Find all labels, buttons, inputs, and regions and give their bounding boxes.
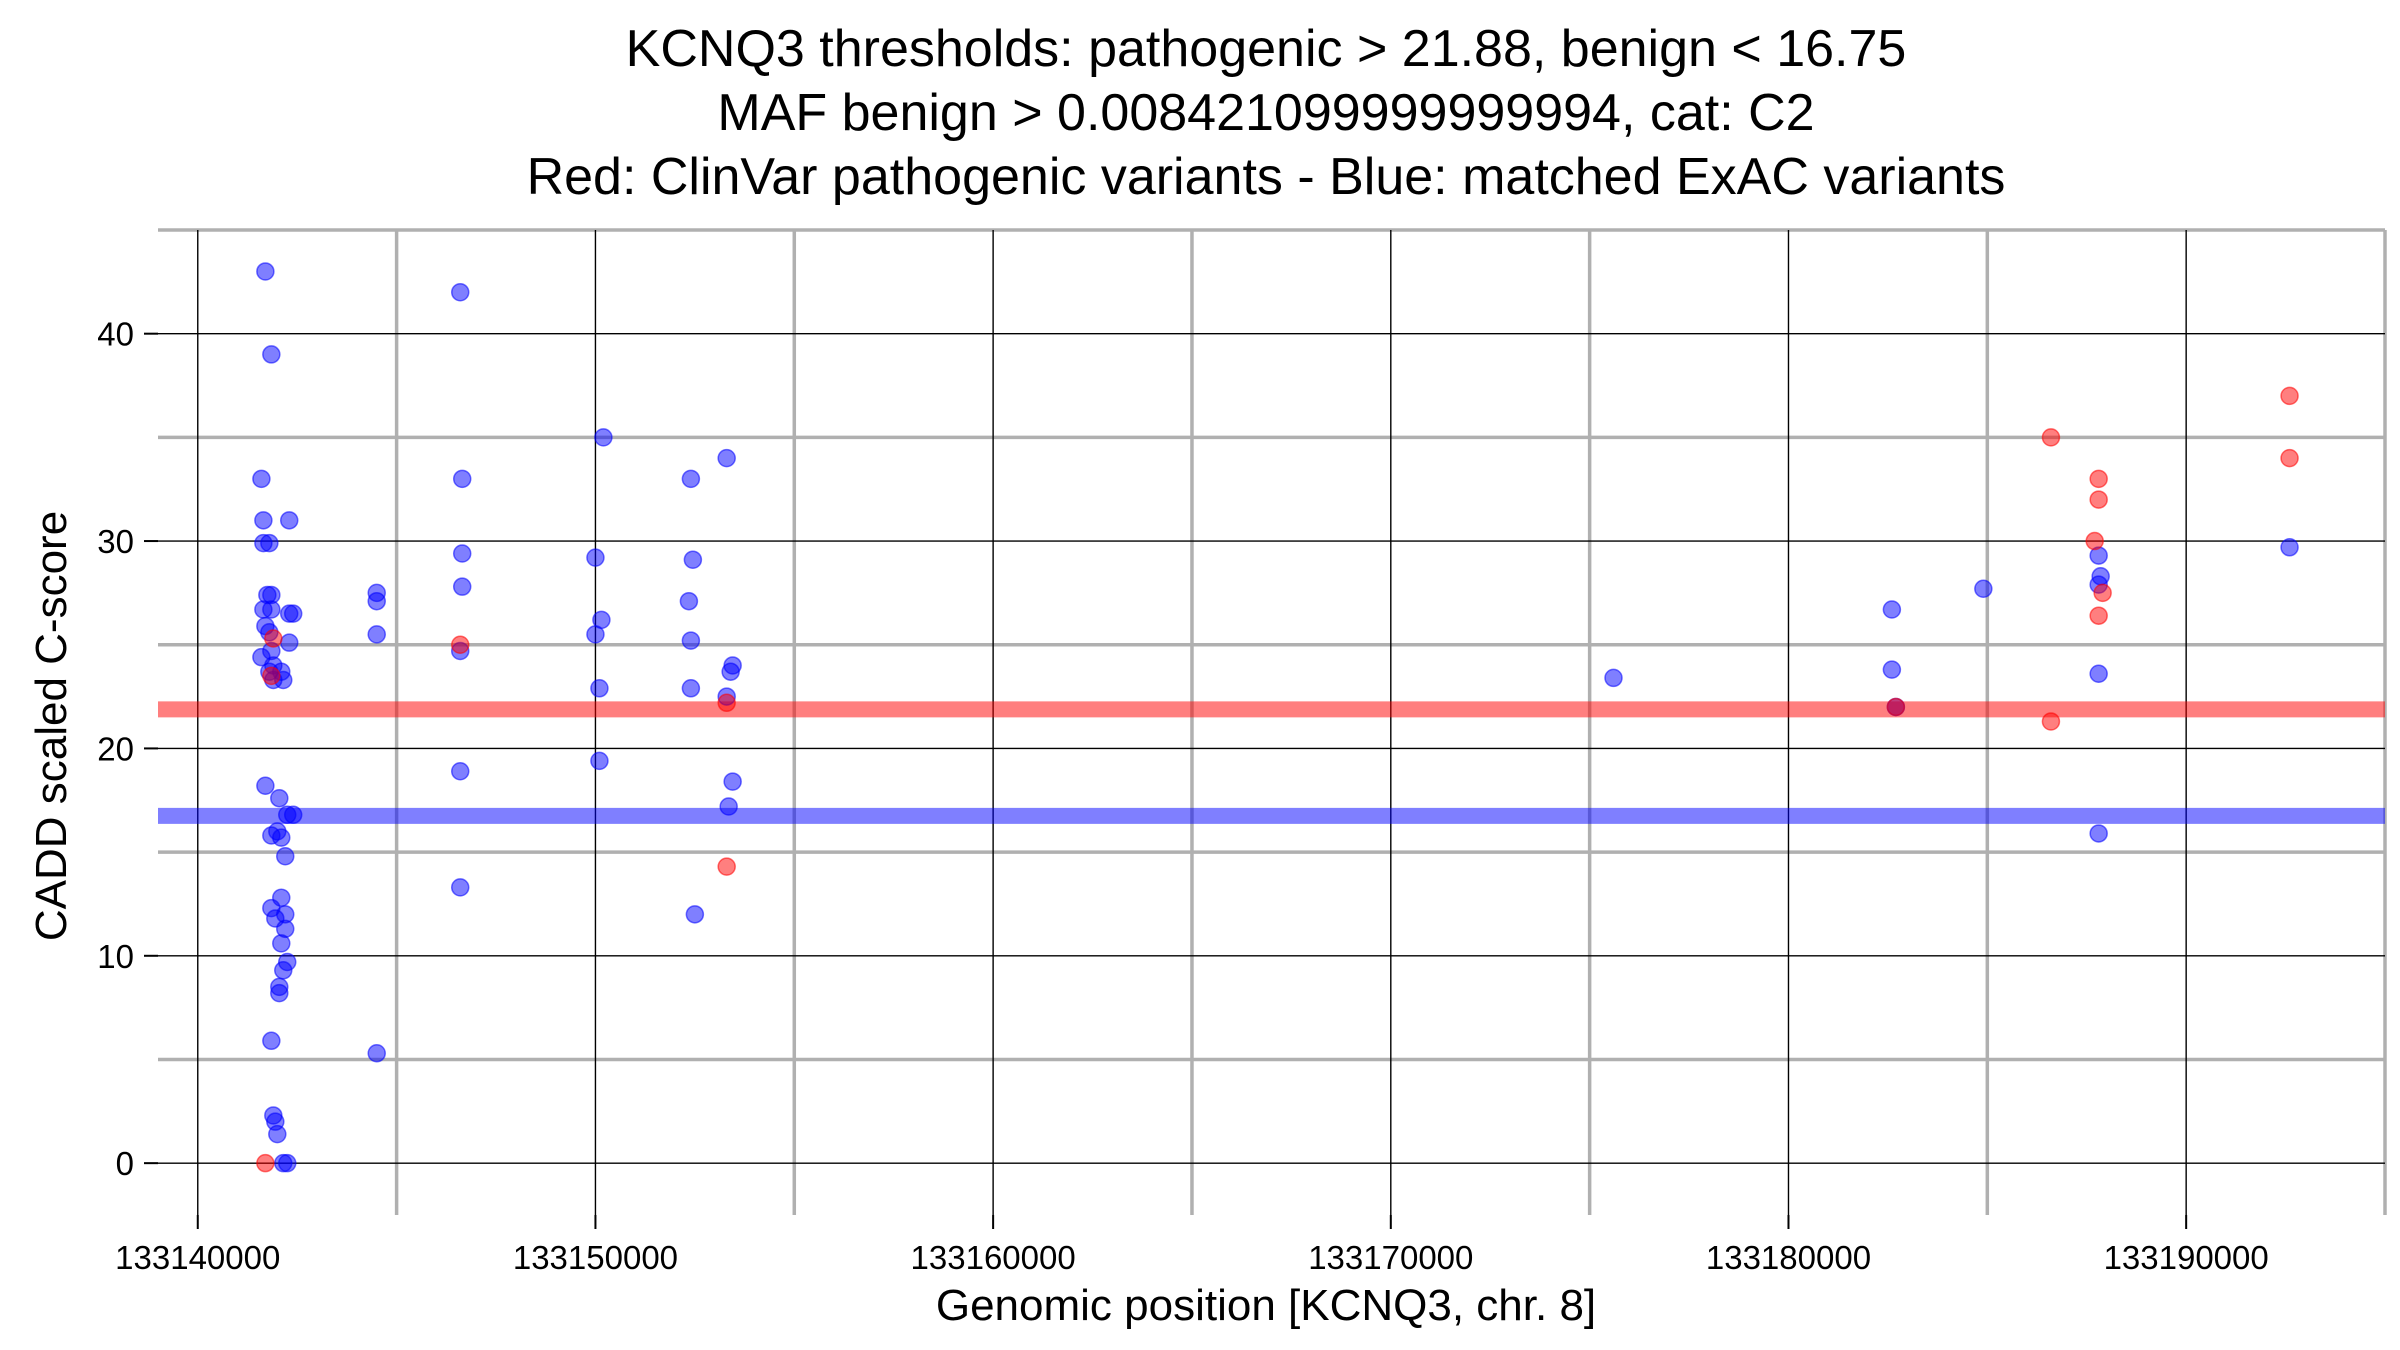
exac-point: [279, 511, 299, 530]
exac-point: [723, 772, 742, 791]
exac-point: [450, 878, 470, 897]
y-axis-label: CADD scaled C-score: [27, 511, 76, 941]
exac-point: [1882, 660, 1902, 679]
exac-point: [719, 797, 738, 816]
pathogenic-point: [2085, 531, 2104, 551]
exac-point: [262, 1031, 281, 1051]
exac-point: [717, 448, 736, 468]
pathogenic-point: [256, 1153, 275, 1173]
pathogenic-point: [2280, 448, 2299, 468]
exac-point: [2089, 824, 2108, 843]
minor-gridlines: [158, 228, 2387, 1215]
y-tick-label: 20: [97, 730, 134, 767]
exac-point: [685, 905, 705, 924]
exac-point: [270, 788, 289, 808]
pathogenic-point: [1886, 697, 1906, 717]
exac-point: [262, 345, 281, 364]
x-tick-label: 133150000: [513, 1239, 678, 1276]
pathogenic-point: [450, 635, 470, 654]
exac-point: [681, 631, 701, 650]
pathogenic-point: [2041, 428, 2061, 447]
pathogenic-point: [2089, 469, 2108, 489]
y-tick-label: 40: [97, 316, 134, 353]
exac-point: [279, 633, 299, 652]
exac-point: [594, 428, 613, 447]
exac-point: [367, 1044, 386, 1063]
exac-point: [252, 469, 271, 489]
pathogenic-point: [264, 629, 283, 648]
pathogenic-point: [2089, 490, 2108, 509]
x-tick-label: 133180000: [1706, 1239, 1871, 1276]
pathogenic-point: [2041, 712, 2061, 731]
pathogenic-point: [262, 666, 281, 686]
exac-point: [262, 600, 281, 619]
exac-point: [268, 1124, 287, 1144]
exac-point: [681, 469, 701, 489]
exac-point: [590, 679, 609, 698]
exac-point: [452, 577, 472, 596]
exac-point: [256, 262, 275, 281]
pathogenic-point: [2089, 606, 2108, 625]
exac-point: [1974, 579, 1993, 598]
exac-point: [721, 662, 740, 681]
exac-point: [2280, 538, 2299, 557]
threshold-lines: [158, 701, 2385, 824]
exac-point: [586, 625, 605, 644]
chart-title: KCNQ3 thresholds: pathogenic > 21.88, be…: [527, 20, 2006, 206]
exac-point: [272, 934, 291, 953]
exac-point: [590, 751, 609, 771]
x-tick-label: 133140000: [115, 1239, 280, 1276]
tick-labels: 133140000 133150000 133160000 133170000 1331…: [97, 316, 2268, 1276]
exac-point: [254, 511, 273, 530]
y-tick-label: 0: [116, 1145, 134, 1182]
x-tick-label: 133160000: [911, 1239, 1076, 1276]
title-line-1: KCNQ3 thresholds: pathogenic > 21.88, be…: [626, 20, 1907, 78]
exac-point: [1882, 600, 1902, 619]
title-line-2: MAF benign > 0.008421099999999994, cat: …: [717, 84, 1814, 142]
major-gridlines: [158, 230, 2385, 1215]
exac-point: [586, 548, 605, 567]
exac-point: [681, 679, 701, 698]
x-tick-label: 133170000: [1308, 1239, 1473, 1276]
pathogenic-point: [717, 693, 736, 713]
x-tick-label: 133190000: [2104, 1239, 2269, 1276]
exac-point: [679, 591, 699, 611]
exac-point: [2089, 664, 2108, 684]
exac-point: [367, 591, 386, 611]
exac-point: [450, 282, 470, 302]
axis-ticks: [144, 332, 2188, 1229]
exac-point: [276, 847, 295, 866]
exac-point: [274, 961, 293, 980]
title-line-3: Red: ClinVar pathogenic variants - Blue:…: [527, 148, 2006, 206]
exac-point: [452, 544, 472, 563]
pathogenic-point: [717, 857, 736, 876]
exac-point: [683, 550, 703, 569]
exac-point: [1604, 668, 1623, 688]
y-tick-label: 30: [97, 523, 134, 560]
pathogenic-point: [2093, 583, 2112, 603]
exac-point: [256, 776, 275, 795]
data-points: [252, 262, 2299, 1173]
exac-point: [270, 983, 289, 1003]
exac-point: [283, 805, 303, 825]
exac-point: [272, 828, 291, 847]
exac-point: [452, 469, 472, 489]
exac-point: [283, 604, 303, 623]
exac-point: [367, 625, 386, 644]
y-tick-label: 10: [97, 938, 134, 975]
pathogenic-point: [2280, 386, 2299, 406]
exac-point: [277, 1153, 297, 1173]
exac-point: [450, 761, 470, 781]
x-axis-label: Genomic position [KCNQ3, chr. 8]: [936, 1281, 1596, 1330]
exac-point: [260, 533, 279, 553]
